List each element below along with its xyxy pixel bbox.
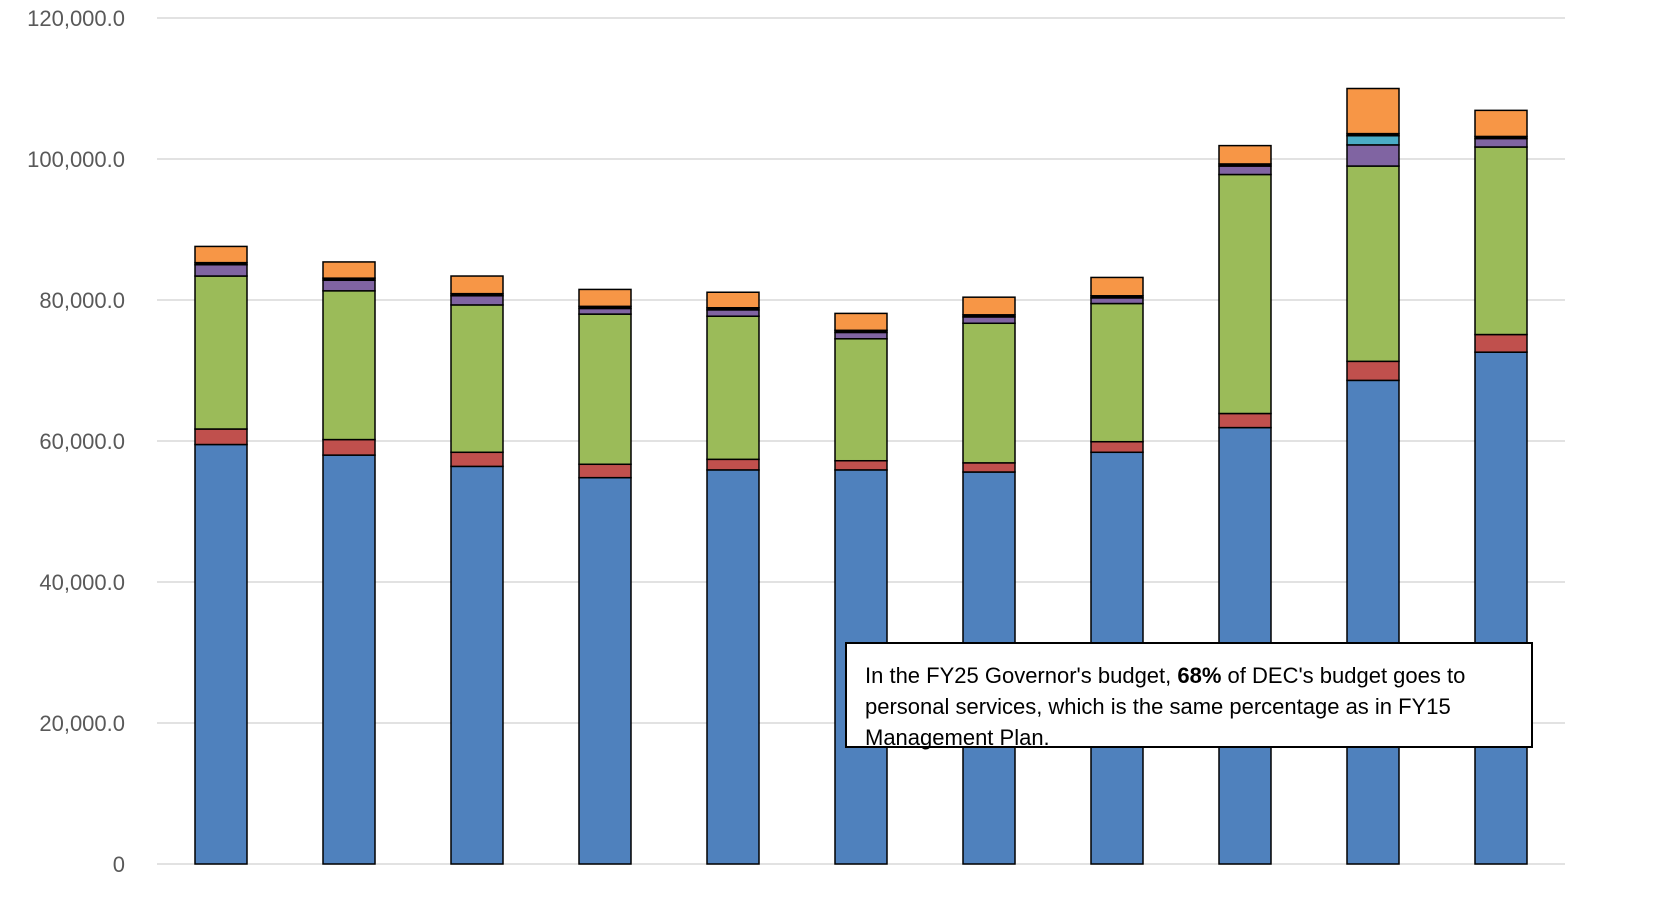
bar-segment [1346,134,1400,146]
bar-segment [1218,173,1272,415]
y-tick-label: 40,000.0 [39,570,125,595]
bar-segment [706,458,760,471]
bar-segment [1218,165,1272,176]
y-tick-label: 0 [113,852,125,877]
bar-segment [1090,276,1144,297]
bar-segment [1346,360,1400,382]
bar-segment [1474,137,1528,148]
bar-segment [578,313,632,466]
bar-segment [578,476,632,865]
bar-segment [834,338,888,462]
bar-segment [706,469,760,865]
y-tick-label: 60,000.0 [39,429,125,454]
bar-segment [1346,379,1400,865]
bar-segment [1218,412,1272,429]
bar-segment [450,275,504,295]
bar-segment [194,428,248,446]
annotation-box: In the FY25 Governor's budget, 68% of DE… [845,642,1533,750]
bar-segment [322,438,376,456]
bar-segment [578,288,632,308]
bar-segment [322,279,376,292]
annotation-text-after: of DEC's budget goes to personal service… [865,663,1466,750]
y-tick-label: 100,000.0 [27,147,125,172]
bar-segment [450,451,504,468]
bar-segment [962,462,1016,473]
y-tick-label: 120,000.0 [27,6,125,31]
bar-segment [1474,109,1528,138]
bar-segment [194,275,248,430]
bar-segment [962,296,1016,316]
bar-segment [578,307,632,315]
bar-segment [450,465,504,865]
bar-segment [1474,146,1528,336]
annotation-text-before: In the FY25 Governor's budget, [865,663,1178,688]
y-tick-label: 80,000.0 [39,288,125,313]
bar-segment [706,291,760,309]
bar-segment [1090,302,1144,443]
bar-segment [1474,333,1528,353]
bar-segment [450,295,504,306]
annotation-bold-percentage: 68% [1177,663,1222,688]
bar-segment [1474,351,1528,865]
bar-segment [962,316,1016,325]
bar-segment [1218,144,1272,165]
bar-segment [578,463,632,479]
y-axis-tick-labels: 0 20,000.0 40,000.0 60,000.0 80,000.0 100,000… [27,6,125,877]
bar-segment [706,309,760,317]
bar-segment [1346,87,1400,135]
bar-segment [706,315,760,461]
bar-segment [194,264,248,277]
bar-segment [834,459,888,471]
bar-segment [1346,165,1400,363]
bar-segment [1346,144,1400,167]
bar-segment [834,312,888,332]
bar-segment [962,322,1016,464]
bar-segment [322,454,376,865]
bar-segment [194,443,248,865]
bar-segment [322,290,376,441]
bar-segment [1090,297,1144,305]
bar-segment [450,304,504,454]
bar-segment [1090,440,1144,454]
y-tick-label: 20,000.0 [39,711,125,736]
bar-segment [194,245,248,264]
bar-segment [834,331,888,340]
bar-segment [322,261,376,279]
